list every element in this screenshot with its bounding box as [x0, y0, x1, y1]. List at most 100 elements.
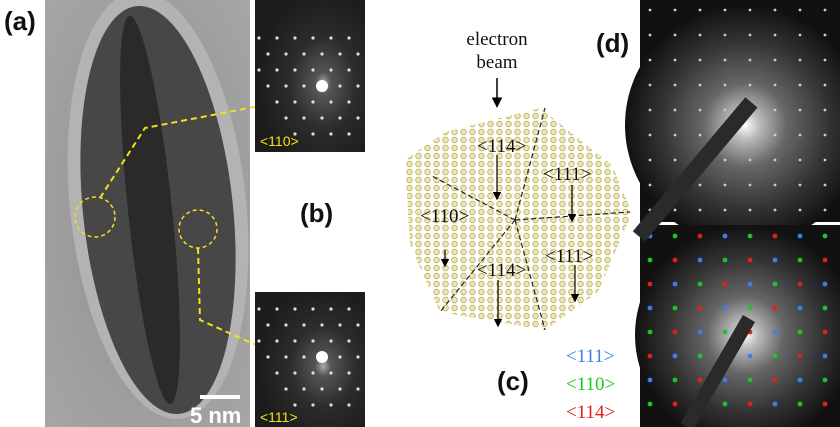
zone-label: <110>	[420, 206, 469, 227]
spot	[723, 158, 727, 162]
spot	[823, 158, 827, 162]
spot	[320, 116, 324, 120]
scale-label: 5 nm	[190, 403, 241, 427]
spot	[698, 183, 702, 187]
spot	[698, 108, 702, 112]
spot	[822, 257, 828, 263]
spot	[823, 33, 827, 37]
spot	[329, 307, 333, 311]
legend-entry: <111>	[566, 346, 615, 367]
spot	[748, 8, 752, 12]
spot	[329, 371, 333, 375]
spot	[698, 8, 702, 12]
spot	[347, 307, 351, 311]
spot	[822, 401, 828, 407]
spot	[329, 68, 333, 72]
spot	[722, 401, 728, 407]
spot	[347, 371, 351, 375]
spot	[797, 401, 803, 407]
spot	[347, 132, 351, 136]
spot	[302, 323, 306, 327]
spot	[284, 84, 288, 88]
spot	[697, 353, 703, 359]
spot	[648, 83, 652, 87]
beam-stop	[680, 315, 756, 427]
spot	[672, 353, 678, 359]
panel-label: (a)	[4, 6, 36, 36]
spot	[747, 401, 753, 407]
spot	[722, 233, 728, 239]
spot	[672, 281, 678, 287]
spot	[697, 329, 703, 335]
spot	[773, 83, 777, 87]
spot	[773, 58, 777, 62]
spot	[823, 183, 827, 187]
spot	[773, 208, 777, 212]
panel-label: (c)	[497, 366, 529, 396]
spot	[773, 183, 777, 187]
spot	[311, 100, 315, 104]
spot	[748, 133, 752, 137]
spot	[302, 355, 306, 359]
spot	[748, 58, 752, 62]
spot	[673, 83, 677, 87]
spot	[822, 329, 828, 335]
spot	[672, 233, 678, 239]
spot	[798, 108, 802, 112]
spot	[647, 377, 653, 383]
spot	[672, 377, 678, 383]
spot	[338, 355, 342, 359]
spot	[275, 36, 279, 40]
spot	[748, 33, 752, 37]
spot	[722, 257, 728, 263]
spot	[773, 158, 777, 162]
spot	[823, 58, 827, 62]
spot	[293, 68, 297, 72]
spot	[698, 133, 702, 137]
spot	[748, 158, 752, 162]
spot	[347, 339, 351, 343]
spot	[293, 132, 297, 136]
spot	[772, 329, 778, 335]
spot	[823, 208, 827, 212]
spot	[293, 36, 297, 40]
spot	[723, 208, 727, 212]
spot	[823, 108, 827, 112]
fft-label: <110>	[260, 133, 299, 149]
spot	[647, 281, 653, 287]
spot	[648, 33, 652, 37]
spot	[797, 305, 803, 311]
spot	[797, 377, 803, 383]
spot	[747, 353, 753, 359]
spot	[266, 84, 270, 88]
spot	[647, 329, 653, 335]
spot	[697, 281, 703, 287]
spot	[284, 355, 288, 359]
spot	[797, 257, 803, 263]
spot	[275, 339, 279, 343]
spot	[772, 377, 778, 383]
spot	[747, 257, 753, 263]
spot	[275, 307, 279, 311]
particle-core	[120, 16, 180, 404]
spot	[293, 371, 297, 375]
spot	[257, 339, 261, 343]
spot	[673, 208, 677, 212]
spot	[648, 58, 652, 62]
spot	[673, 108, 677, 112]
spot	[257, 36, 261, 40]
legend-entry: <114>	[566, 402, 615, 423]
spot	[320, 387, 324, 391]
spot	[797, 233, 803, 239]
spot	[673, 33, 677, 37]
spot	[798, 208, 802, 212]
spot	[647, 353, 653, 359]
spot	[320, 323, 324, 327]
spot	[822, 281, 828, 287]
spot	[672, 257, 678, 263]
spot	[320, 52, 324, 56]
spot	[673, 133, 677, 137]
spot	[329, 339, 333, 343]
spot	[356, 84, 360, 88]
